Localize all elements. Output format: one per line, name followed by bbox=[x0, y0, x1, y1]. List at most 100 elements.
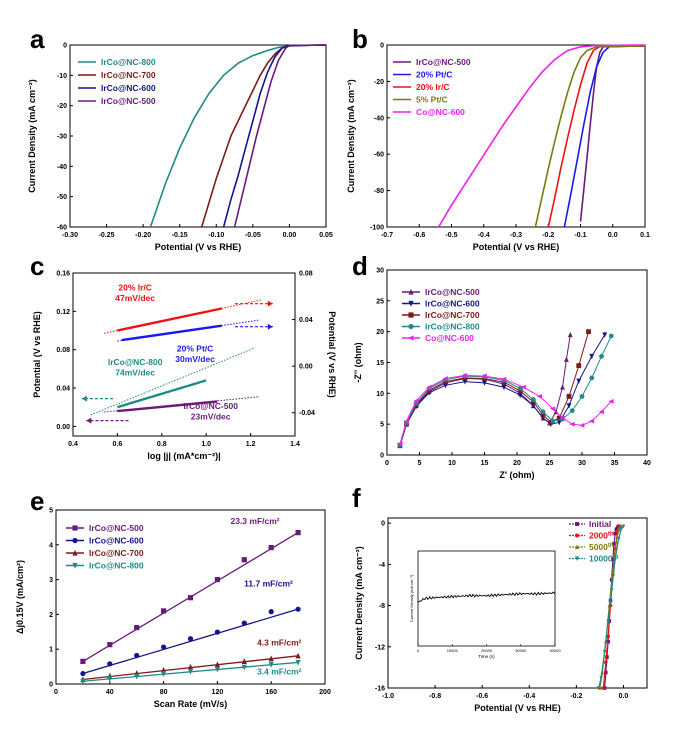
data-point bbox=[556, 419, 562, 426]
y-tick-label: 0.04 bbox=[56, 386, 70, 393]
inset-frame bbox=[417, 550, 556, 647]
y-tick-label: -60 bbox=[57, 225, 67, 232]
x-tick-label: -0.8 bbox=[429, 693, 441, 700]
y-tick-label: -30 bbox=[57, 134, 67, 141]
x-tick-label: 0.00 bbox=[283, 232, 297, 239]
series-line bbox=[233, 44, 327, 228]
x-tick-label: -0.25 bbox=[99, 232, 115, 239]
x-tick-label: -0.05 bbox=[245, 232, 261, 239]
data-point bbox=[550, 418, 556, 424]
y2-tick-label: -0.04 bbox=[299, 410, 315, 417]
data-point bbox=[462, 373, 468, 378]
x-tick-label: 5 bbox=[418, 460, 422, 467]
data-point bbox=[501, 384, 507, 391]
data-point bbox=[72, 549, 78, 556]
data-point bbox=[575, 533, 579, 538]
panel-letter-b: b bbox=[352, 24, 368, 54]
y-tick-label: 0 bbox=[380, 453, 384, 460]
data-point bbox=[241, 664, 247, 671]
series-line bbox=[547, 45, 646, 228]
panel-c: 0.4 0.6 0.8 1.0 1.2 1.4 0.00 0.04 0.08 0.12 0.16 lo… bbox=[32, 271, 337, 462]
data-point bbox=[599, 675, 603, 680]
y-tick-label: 0.16 bbox=[56, 271, 70, 278]
data-point bbox=[80, 670, 86, 677]
y-tick-label: 0.08 bbox=[56, 347, 70, 354]
data-point bbox=[569, 408, 575, 413]
data-point bbox=[72, 537, 78, 544]
legend-label: 20% Pt/C bbox=[416, 70, 452, 80]
y-tick-label: 2 bbox=[49, 612, 53, 619]
data-point bbox=[566, 394, 572, 399]
y-tick-label: -10 bbox=[57, 73, 67, 80]
data-point bbox=[501, 376, 507, 382]
x-axis-label: Z' (ohm) bbox=[499, 470, 534, 480]
x-tick-label: -0.30 bbox=[62, 232, 78, 239]
y-tick-label: -20 bbox=[374, 79, 384, 86]
data-point bbox=[241, 658, 247, 664]
series-label: IrCo@NC-500 bbox=[183, 401, 238, 411]
y-axis-label: Δj0.15V (mA/cm²) bbox=[15, 560, 25, 634]
x-tick-label: -1.0 bbox=[382, 693, 394, 700]
data-point bbox=[613, 531, 618, 536]
x-tick-label: -0.6 bbox=[476, 693, 488, 700]
x-tick-label: 80 bbox=[160, 689, 168, 696]
capacitance-label: 23.3 mF/cm² bbox=[230, 516, 279, 526]
data-point bbox=[134, 625, 140, 631]
data-point bbox=[619, 523, 623, 529]
y2-tick-label: 0.00 bbox=[299, 364, 313, 371]
tafel-line bbox=[117, 379, 207, 409]
y-tick-label: -12 bbox=[375, 644, 385, 651]
legend-label: IrCo@NC-500 bbox=[89, 523, 144, 533]
data-point bbox=[586, 329, 591, 335]
slope-label: 74mV/dec bbox=[115, 368, 155, 378]
y-tick-label: 0 bbox=[381, 521, 385, 528]
data-point bbox=[556, 415, 562, 421]
x-axis-label: Potential (V vs RHE) bbox=[474, 703, 561, 713]
data-point bbox=[295, 652, 301, 659]
x-tick-label: 0.4 bbox=[68, 441, 78, 448]
data-point bbox=[408, 300, 414, 307]
series-label: 20% Ir/C bbox=[118, 282, 152, 292]
data-point bbox=[559, 415, 565, 421]
x-tick-label: 0 bbox=[54, 689, 58, 696]
data-point bbox=[579, 394, 585, 399]
x-tick-label: 0.1 bbox=[640, 232, 650, 239]
y2-axis-label: Potential (V vs RHE) bbox=[327, 311, 337, 398]
x-tick-label: 120 bbox=[212, 689, 224, 696]
panel-b: -0.7 -0.6 -0.5 -0.4 -0.3 -0.2 -0.1 0.0 0.1 0 -20 -4… bbox=[346, 43, 650, 253]
capacitance-label: 4.3 mF/cm² bbox=[257, 638, 302, 648]
legend-label: 5000th bbox=[589, 542, 614, 552]
data-point bbox=[295, 606, 301, 612]
inset-x-tick-label: 30000 bbox=[515, 648, 527, 653]
data-point bbox=[72, 562, 78, 569]
y-axis-label: Current Density (mA cm⁻²) bbox=[27, 79, 37, 192]
x-tick-label: 0 bbox=[385, 460, 389, 467]
y-tick-label: 25 bbox=[376, 298, 384, 305]
panel-f: -1.0 -0.8 -0.6 -0.4 -0.2 0.0 0 -4 -8 -12 -16 Potent… bbox=[354, 517, 648, 713]
legend-label: Initial bbox=[589, 519, 611, 529]
x-tick-label: 1.4 bbox=[290, 441, 300, 448]
data-point bbox=[397, 441, 403, 447]
legend-label: 5% Pt/C bbox=[416, 95, 448, 105]
x-tick-label: -0.7 bbox=[381, 232, 393, 239]
data-point bbox=[187, 636, 194, 642]
data-point bbox=[605, 655, 609, 659]
legend-label: 2000th bbox=[589, 531, 614, 541]
data-point bbox=[589, 353, 595, 360]
x-tick-label: 0.8 bbox=[157, 441, 167, 448]
legend-label-sup: th bbox=[613, 555, 619, 561]
x-tick-label: -0.2 bbox=[542, 232, 554, 239]
y-axis-label: Current Density (mA cm⁻²) bbox=[354, 546, 364, 659]
y-tick-label: 10 bbox=[376, 391, 384, 398]
data-point bbox=[530, 403, 536, 409]
data-point bbox=[564, 356, 569, 362]
data-point bbox=[295, 530, 301, 536]
series-line bbox=[437, 44, 646, 228]
x-tick-label: 30 bbox=[578, 460, 586, 467]
arrow-head bbox=[267, 323, 273, 330]
data-point bbox=[80, 678, 86, 685]
data-point bbox=[569, 421, 575, 427]
data-point bbox=[268, 609, 274, 615]
data-point bbox=[601, 686, 606, 690]
data-point bbox=[603, 660, 608, 665]
